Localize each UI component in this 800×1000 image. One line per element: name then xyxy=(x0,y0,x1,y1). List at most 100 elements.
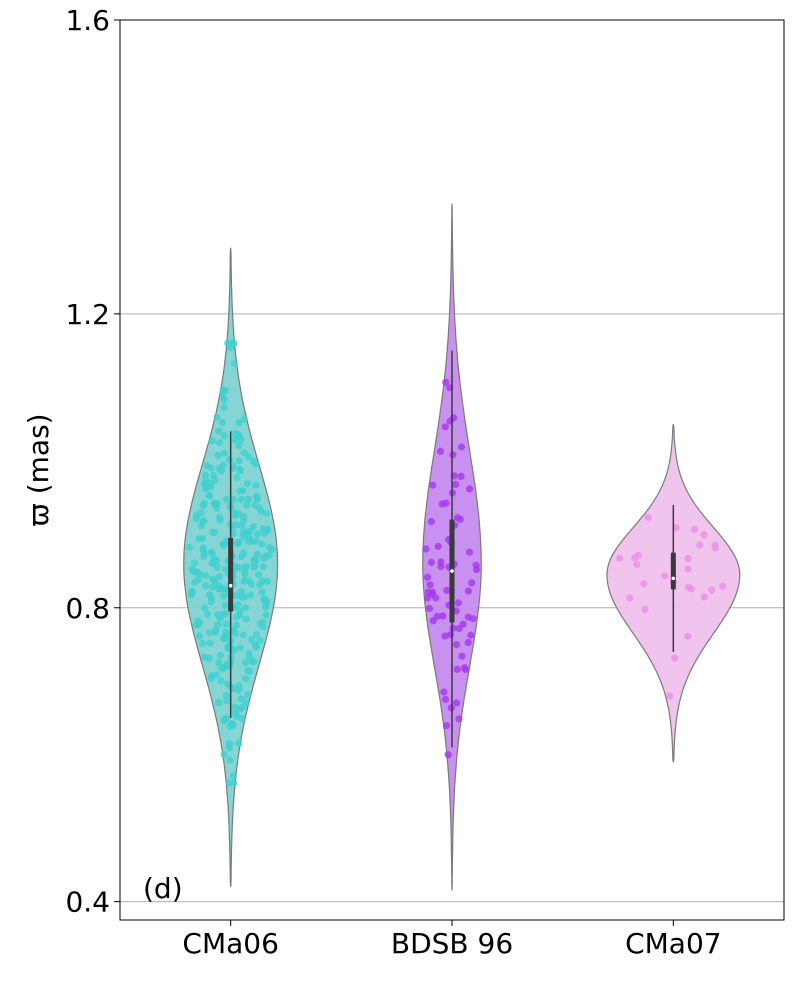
data-point xyxy=(231,704,239,712)
data-point xyxy=(236,607,244,615)
data-point xyxy=(203,462,211,470)
data-point xyxy=(222,620,230,628)
data-point xyxy=(225,744,233,752)
data-point xyxy=(443,586,451,595)
data-point xyxy=(247,591,255,599)
data-point xyxy=(234,540,242,548)
data-point xyxy=(233,474,241,482)
y-tick-label: 1.2 xyxy=(65,298,110,331)
data-point xyxy=(462,665,470,674)
data-point xyxy=(211,528,219,537)
data-point xyxy=(238,522,246,530)
data-point xyxy=(225,779,233,787)
data-point xyxy=(229,772,238,780)
data-point xyxy=(235,457,243,465)
data-point xyxy=(240,415,248,423)
data-point xyxy=(453,641,461,649)
data-point xyxy=(261,603,270,611)
data-point xyxy=(242,699,250,707)
data-point xyxy=(219,393,227,401)
data-point xyxy=(455,715,463,723)
data-point xyxy=(672,524,680,532)
data-point xyxy=(444,751,452,759)
data-point xyxy=(262,510,270,518)
data-point xyxy=(230,359,238,368)
data-point xyxy=(219,540,227,548)
y-tick-label: 1.6 xyxy=(65,4,110,37)
data-point xyxy=(216,651,224,660)
data-point xyxy=(220,592,228,600)
data-point xyxy=(254,530,262,538)
data-point xyxy=(198,639,207,648)
median-dot xyxy=(228,583,233,588)
data-point xyxy=(199,535,207,543)
data-point xyxy=(209,575,217,583)
data-point xyxy=(221,386,229,395)
data-point xyxy=(457,443,466,451)
data-point xyxy=(260,595,268,603)
data-point xyxy=(456,515,464,523)
data-point xyxy=(266,544,274,552)
data-point xyxy=(468,579,476,587)
data-point xyxy=(257,507,265,515)
data-point xyxy=(256,580,264,589)
y-axis-title: ϖ (mas) xyxy=(22,413,55,526)
data-point xyxy=(222,692,230,700)
data-point xyxy=(464,638,472,647)
data-point xyxy=(209,471,218,480)
y-axis: 0.4 0.8 1.2 1.6 xyxy=(65,4,120,919)
data-point xyxy=(191,578,199,587)
data-point xyxy=(457,472,465,480)
data-point xyxy=(193,568,201,576)
data-point xyxy=(696,541,704,549)
data-point xyxy=(245,453,253,461)
data-point xyxy=(626,594,634,602)
x-tick-label: BDSB 96 xyxy=(391,927,513,960)
data-point xyxy=(214,451,222,459)
swarm-points xyxy=(185,339,727,787)
data-point xyxy=(203,610,211,618)
data-point xyxy=(452,480,460,488)
data-point xyxy=(440,688,448,696)
data-point xyxy=(690,525,699,534)
x-axis: CMa06 BDSB 96 CMa07 xyxy=(182,920,722,960)
data-point xyxy=(425,604,433,613)
data-point xyxy=(215,659,223,667)
data-point xyxy=(467,631,475,639)
data-point xyxy=(438,500,446,508)
data-point xyxy=(671,654,679,662)
data-point xyxy=(243,479,251,488)
data-point xyxy=(220,449,228,457)
data-point xyxy=(246,534,254,542)
data-point xyxy=(232,621,240,629)
data-point xyxy=(215,699,223,707)
data-point xyxy=(235,739,243,748)
data-point xyxy=(244,691,252,699)
data-point xyxy=(237,552,245,561)
x-tick-label: CMa06 xyxy=(182,927,279,960)
iqr-box xyxy=(670,552,676,590)
data-point xyxy=(217,677,225,685)
data-point xyxy=(226,662,234,670)
data-point xyxy=(253,495,261,503)
y-tick-label: 0.4 xyxy=(65,886,110,919)
data-point xyxy=(684,554,692,563)
median-dot xyxy=(450,569,454,573)
data-point xyxy=(244,495,253,503)
data-point xyxy=(449,624,457,632)
data-point xyxy=(262,611,270,619)
data-point xyxy=(449,451,457,459)
data-point xyxy=(215,427,223,435)
data-point xyxy=(208,559,216,568)
data-point xyxy=(234,564,242,572)
iqr-box xyxy=(228,537,234,612)
data-point xyxy=(250,457,258,465)
data-point xyxy=(202,582,210,590)
data-point xyxy=(215,585,223,593)
data-point xyxy=(220,715,228,723)
data-point xyxy=(232,712,240,720)
inner-boxes xyxy=(228,350,676,748)
data-point xyxy=(429,617,437,625)
data-point xyxy=(239,631,248,639)
data-point xyxy=(453,699,461,707)
